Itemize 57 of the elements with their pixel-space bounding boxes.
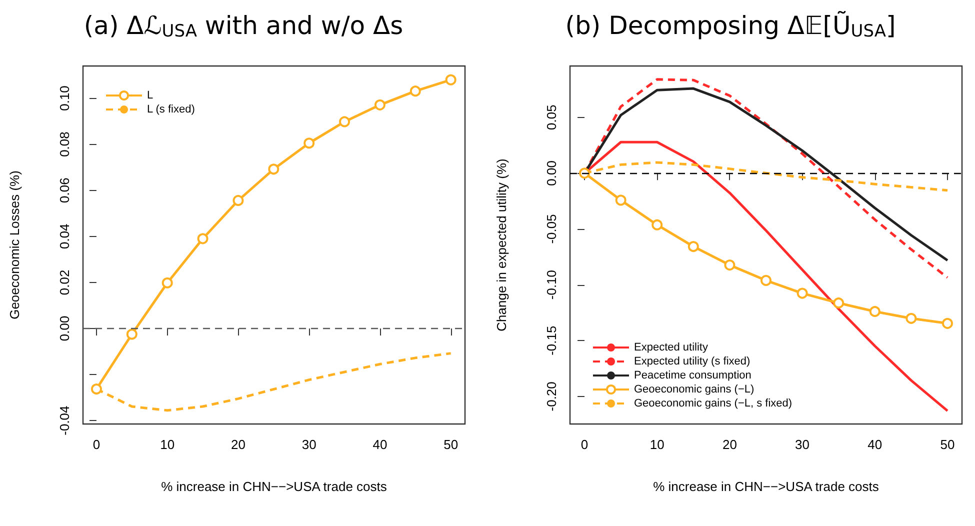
x-tick-label: 0 [580, 437, 588, 452]
point [374, 99, 386, 110]
point [942, 318, 953, 329]
point [869, 306, 880, 317]
legend-label: Expected utility [634, 342, 708, 354]
point [445, 74, 456, 86]
y-axis-title: Geoeconomic Losses (%) [7, 170, 22, 320]
legend-label: L [147, 90, 154, 102]
point [906, 312, 917, 324]
point [339, 116, 350, 128]
legend-label: Peacetime consumption [634, 370, 752, 382]
x-axis-title: % increase in CHN−−>USA trade costs [161, 479, 388, 494]
x-tick-label: 30 [795, 437, 810, 452]
legend-label: Expected utility (s fixed) [634, 356, 750, 368]
point [197, 233, 208, 244]
point [688, 241, 699, 252]
point [268, 164, 280, 175]
y-tick-label: 0.08 [57, 132, 72, 157]
legend-label: Geoeconomic gains (−L, s fixed) [634, 398, 792, 410]
point [833, 297, 844, 308]
x-tick-label: 20 [230, 437, 246, 452]
point [90, 384, 102, 395]
x-tick-label: 10 [650, 437, 664, 452]
y-tick-label: 0.00 [544, 160, 559, 186]
point [652, 219, 663, 230]
legend-label: Geoeconomic gains (−L) [634, 384, 754, 396]
x-tick-label: 10 [160, 437, 175, 452]
y-tick-label: 0.02 [57, 270, 72, 296]
point [724, 260, 736, 271]
x-tick-label: 30 [302, 437, 316, 452]
point [760, 274, 772, 286]
y-tick-label: -0.10 [544, 270, 559, 300]
y-tick-label: 0.05 [544, 104, 559, 130]
y-tick-label: -0.15 [544, 326, 559, 356]
y-tick-label: 0.10 [57, 86, 72, 111]
point [126, 328, 138, 340]
y-tick-label: 0.00 [57, 316, 72, 342]
point [162, 277, 173, 288]
point [304, 138, 315, 149]
x-tick-label: 0 [92, 437, 100, 452]
y-tick-label: 0.04 [57, 224, 72, 250]
x-tick-label: 50 [444, 437, 458, 452]
point [232, 194, 244, 206]
x-axis-title: % increase in CHN−−>USA trade costs [653, 479, 880, 494]
y-tick-label: -0.04 [57, 406, 72, 436]
x-tick-label: 50 [940, 437, 955, 452]
y-tick-label: 0.06 [57, 178, 72, 203]
y-tick-label: -0.05 [544, 214, 559, 244]
x-tick-label: 40 [868, 437, 882, 452]
point [615, 194, 626, 206]
point [410, 86, 421, 97]
legend-label: L (s fixed) [147, 104, 195, 116]
x-tick-label: 40 [372, 437, 388, 452]
y-tick-label: -0.20 [544, 382, 559, 412]
x-tick-label: 20 [722, 437, 737, 452]
point [796, 288, 808, 299]
y-axis-title: Change in expected utility (%) [494, 158, 509, 332]
